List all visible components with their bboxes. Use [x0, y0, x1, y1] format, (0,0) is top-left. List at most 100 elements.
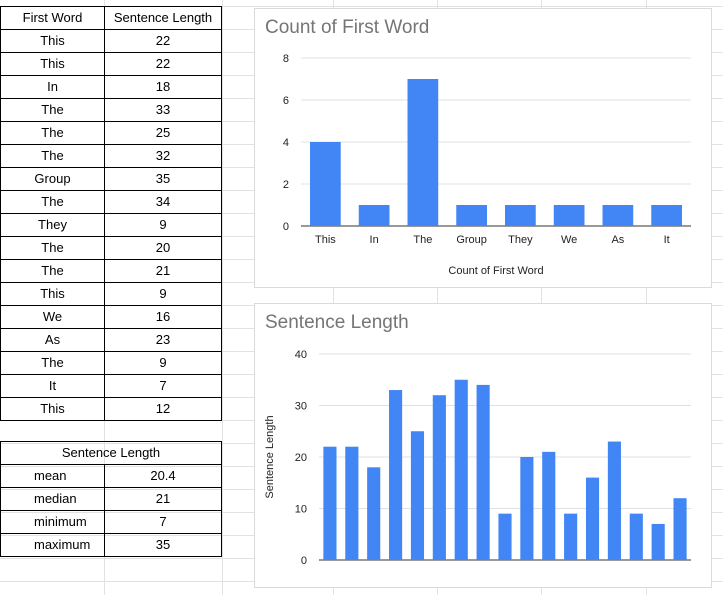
stat-value[interactable]: 21 [104, 487, 222, 511]
x-tick-label: This [315, 234, 336, 246]
cell-first-word[interactable]: The [0, 98, 105, 122]
bar[interactable] [432, 395, 446, 560]
cell-first-word[interactable]: As [0, 328, 105, 352]
cell-first-word[interactable]: This [0, 52, 105, 76]
cell-sentence-length[interactable]: 20 [104, 236, 222, 260]
bar[interactable] [651, 205, 682, 226]
cell-first-word[interactable]: Group [0, 167, 105, 191]
chart-title: Sentence Length [265, 312, 409, 333]
table-row: This 12 [0, 397, 222, 421]
stats-title[interactable]: Sentence Length [0, 441, 222, 465]
stat-value[interactable]: 35 [104, 533, 222, 557]
stats-header-row: Sentence Length [0, 441, 222, 465]
cell-sentence-length[interactable]: 9 [104, 351, 222, 375]
x-tick-label: They [508, 234, 533, 246]
bar[interactable] [629, 513, 643, 560]
cell-first-word[interactable]: This [0, 397, 105, 421]
stat-label[interactable]: mean [0, 464, 105, 488]
y-tick-label: 4 [283, 137, 289, 149]
stat-value[interactable]: 7 [104, 510, 222, 534]
y-tick-label: 0 [301, 555, 307, 567]
cell-first-word[interactable]: We [0, 305, 105, 329]
cell-first-word[interactable]: The [0, 144, 105, 168]
cell-first-word[interactable]: The [0, 236, 105, 260]
grid-line [333, 0, 334, 595]
cell-sentence-length[interactable]: 34 [104, 190, 222, 214]
cell-sentence-length[interactable]: 32 [104, 144, 222, 168]
bar[interactable] [407, 79, 439, 226]
cell-first-word[interactable]: They [0, 213, 105, 237]
cell-sentence-length[interactable]: 12 [104, 397, 222, 421]
cell-sentence-length[interactable]: 22 [104, 29, 222, 53]
cell-first-word[interactable]: The [0, 190, 105, 214]
x-tick-label: It [664, 234, 670, 246]
cell-first-word[interactable]: The [0, 121, 105, 145]
y-axis-label: Sentence Length [264, 415, 276, 498]
x-tick-label: In [370, 234, 379, 246]
bar[interactable] [651, 523, 665, 560]
cell-sentence-length[interactable]: 23 [104, 328, 222, 352]
cell-sentence-length[interactable]: 18 [104, 75, 222, 99]
bar[interactable] [585, 477, 600, 560]
bar[interactable] [454, 379, 468, 560]
bar[interactable] [564, 513, 578, 560]
cell-first-word[interactable]: It [0, 374, 105, 398]
cell-sentence-length[interactable]: 33 [104, 98, 222, 122]
header-first-word[interactable]: First Word [0, 6, 105, 30]
cell-sentence-length[interactable]: 9 [104, 282, 222, 306]
cell-sentence-length[interactable]: 9 [104, 213, 222, 237]
stat-label[interactable]: maximum [0, 533, 105, 557]
cell-sentence-length[interactable]: 16 [104, 305, 222, 329]
chart-title: Count of First Word [265, 17, 430, 38]
y-tick-label: 2 [283, 179, 289, 191]
bar[interactable] [410, 431, 425, 560]
chart-sentence-length[interactable]: Sentence Length 0 10 20 30 40 Sentence Length [254, 303, 712, 588]
cell-sentence-length[interactable]: 35 [104, 167, 222, 191]
cell-sentence-length[interactable]: 22 [104, 52, 222, 76]
cell-sentence-length[interactable]: 25 [104, 121, 222, 145]
cell-first-word[interactable]: This [0, 282, 105, 306]
bar[interactable] [498, 513, 512, 560]
bar[interactable] [602, 205, 634, 226]
bar[interactable] [367, 467, 381, 560]
bar[interactable] [520, 457, 534, 560]
header-sentence-length[interactable]: Sentence Length [104, 6, 222, 30]
grid-line [437, 0, 438, 595]
stat-label[interactable]: minimum [0, 510, 105, 534]
x-tick-label: We [561, 234, 577, 246]
table-row: The 32 [0, 144, 222, 168]
table-row: This 22 [0, 52, 222, 76]
cell-first-word[interactable]: The [0, 259, 105, 283]
bar[interactable] [358, 205, 390, 226]
table-header-row: First Word Sentence Length [0, 6, 222, 30]
bar[interactable] [456, 205, 487, 226]
y-tick-label: 40 [295, 349, 307, 361]
bar[interactable] [607, 441, 621, 560]
bar[interactable] [323, 446, 337, 560]
cell-first-word[interactable]: This [0, 29, 105, 53]
bar[interactable] [345, 446, 359, 560]
table-row: The 9 [0, 351, 222, 375]
cell-sentence-length[interactable]: 7 [104, 374, 222, 398]
cell-first-word[interactable]: The [0, 351, 105, 375]
stat-value[interactable]: 20.4 [104, 464, 222, 488]
table-row: As 23 [0, 328, 222, 352]
y-tick-label: 10 [295, 504, 307, 516]
table-row: Group 35 [0, 167, 222, 191]
stats-row: median 21 [0, 487, 222, 511]
bar[interactable] [553, 205, 585, 226]
stats-row: mean 20.4 [0, 464, 222, 488]
cell-first-word[interactable]: In [0, 75, 105, 99]
bar[interactable] [389, 390, 403, 560]
bar[interactable] [673, 498, 687, 560]
table-row: In 18 [0, 75, 222, 99]
bar[interactable] [505, 205, 536, 226]
bar[interactable] [310, 142, 341, 226]
chart-count-of-first-word[interactable]: Count of First Word 0 2 4 6 8 This In The Group T… [254, 8, 712, 288]
table-row: The 33 [0, 98, 222, 122]
cell-sentence-length[interactable]: 21 [104, 259, 222, 283]
bar[interactable] [542, 451, 556, 560]
bar[interactable] [476, 384, 490, 560]
table-row: This 9 [0, 282, 222, 306]
stat-label[interactable]: median [0, 487, 105, 511]
